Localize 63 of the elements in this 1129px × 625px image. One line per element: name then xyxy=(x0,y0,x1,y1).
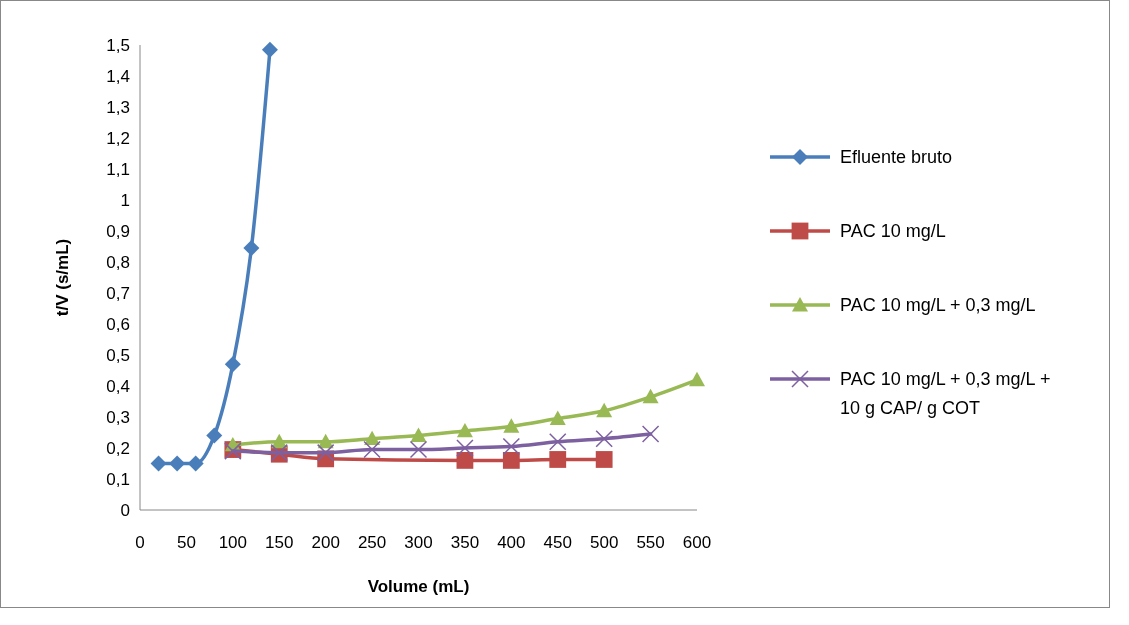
x-tick-label: 400 xyxy=(497,533,526,552)
point xyxy=(549,433,567,451)
y-tick-label: 0,9 xyxy=(106,221,130,241)
point xyxy=(502,437,521,456)
point xyxy=(502,452,520,469)
point xyxy=(150,455,167,472)
point xyxy=(456,422,473,438)
x-tick-label: 150 xyxy=(265,533,294,552)
point xyxy=(456,452,474,469)
x-tick-label: 550 xyxy=(636,533,665,552)
point xyxy=(224,356,241,373)
point xyxy=(187,455,204,472)
legend-label: PAC 10 mg/L + 0,3 mg/L + 10 g CAP/ g COT xyxy=(840,369,1051,419)
point xyxy=(642,388,659,404)
y-tick-label: 0,7 xyxy=(106,283,130,303)
y-tick-label: 0 xyxy=(120,500,130,520)
y-tick-label: 0,2 xyxy=(106,438,130,458)
y-tick-label: 1 xyxy=(120,190,130,210)
x-tick-label: 300 xyxy=(404,533,433,552)
y-tick-label: 0,5 xyxy=(106,345,130,365)
y-tick-label: 1,2 xyxy=(106,128,130,148)
y-tick-label: 0,8 xyxy=(106,252,130,272)
point xyxy=(316,443,335,462)
x-tick-label: 200 xyxy=(311,533,340,552)
point xyxy=(206,427,223,444)
point xyxy=(364,430,381,446)
point xyxy=(261,41,278,58)
x-axis-title: Volume (mL) xyxy=(367,577,470,596)
point xyxy=(456,439,474,457)
x-tick-label: 350 xyxy=(450,533,480,552)
point xyxy=(363,440,381,459)
point xyxy=(243,240,260,257)
legend-label: Efluente bruto xyxy=(840,147,953,168)
legend-label: PAC 10 mg/L + 0,3 mg/L xyxy=(840,295,1036,316)
x-tick-label: 600 xyxy=(682,533,712,552)
point xyxy=(689,371,705,387)
y-tick-label: 0,4 xyxy=(106,376,130,396)
x-tick-label: 100 xyxy=(218,533,248,552)
x-tick-label: 450 xyxy=(543,533,572,552)
x-tick-label: 0 xyxy=(135,533,145,552)
point xyxy=(596,402,613,418)
point xyxy=(549,451,567,468)
point xyxy=(549,410,566,425)
y-axis-title: t/V (s/mL) xyxy=(53,238,72,317)
y-tick-label: 0,1 xyxy=(106,469,130,489)
point xyxy=(595,451,613,468)
y-tick-label: 1,5 xyxy=(106,35,130,55)
y-tick-label: 1,1 xyxy=(106,159,130,179)
legend-label: PAC 10 mg/L xyxy=(840,221,946,242)
point xyxy=(641,425,660,443)
y-tick-label: 0,6 xyxy=(106,314,130,334)
point xyxy=(410,427,427,442)
x-tick-label: 50 xyxy=(176,533,196,552)
x-tick-label: 500 xyxy=(589,533,619,552)
point xyxy=(169,455,186,472)
y-tick-label: 1,4 xyxy=(106,66,130,86)
point xyxy=(271,433,288,449)
point xyxy=(503,418,520,433)
y-tick-label: 0,3 xyxy=(106,407,130,427)
x-tick-label: 250 xyxy=(357,533,387,552)
point xyxy=(409,440,428,459)
point xyxy=(595,429,613,448)
y-tick-label: 1,3 xyxy=(106,97,130,117)
